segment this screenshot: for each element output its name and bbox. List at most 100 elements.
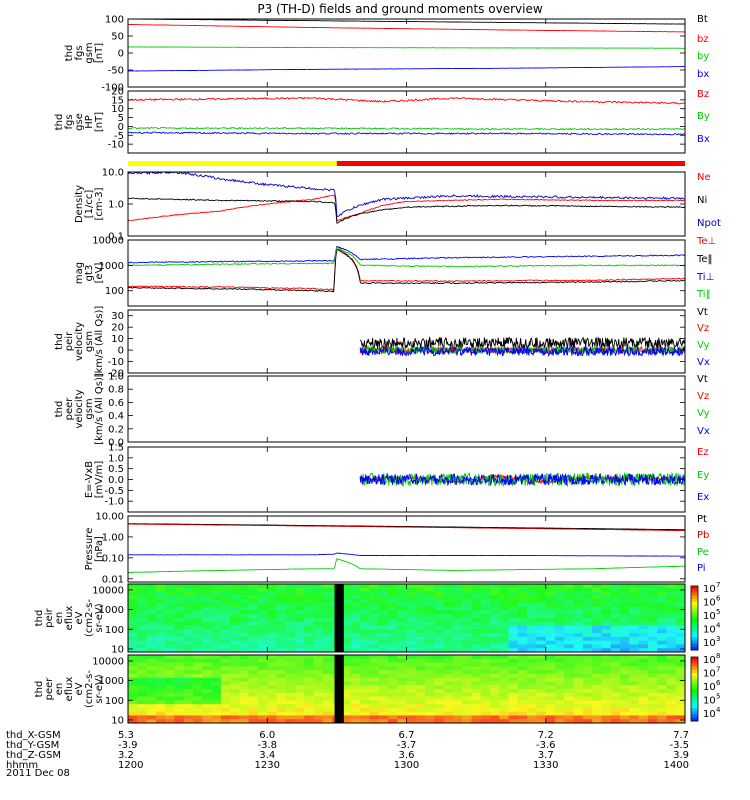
y-axis-label: Density	[74, 185, 85, 223]
y-tick-label: 0.8	[108, 385, 124, 396]
panel-density: Ne Ni Npot 10.0 1.0 0.1 Density [1/cc] [cm-3]	[74, 168, 721, 243]
legend-Vy: Vy	[697, 340, 710, 351]
y-tick-label: 0.5	[108, 464, 124, 475]
y-tick-label: 0.0	[108, 438, 124, 449]
footer-value: 5.3	[118, 730, 134, 741]
legend-By: By	[697, 111, 710, 122]
footer-value: 3.2	[118, 750, 134, 761]
y-tick-label: 0.0	[108, 475, 124, 486]
time-axis-footer: thd_X-GSM 5.3 6.0 6.7 7.2 7.7 thd_Y-GSM -3.9 -3.…	[6, 730, 689, 771]
legend-Ey: Ey	[697, 470, 709, 481]
legend-bx: bx	[697, 69, 709, 80]
series-line-by	[128, 46, 685, 49]
y-axis-label: eV	[74, 682, 85, 695]
panel-frame	[127, 515, 686, 583]
colorbar-label: 10	[703, 655, 716, 666]
y-axis-label: HP	[84, 115, 95, 129]
y-axis-label: [1/cc]	[84, 190, 95, 219]
footer-value: 1330	[533, 760, 558, 771]
y-tick-label: 1.0	[108, 453, 124, 464]
mode-bar	[128, 161, 685, 166]
series-line-Te‖	[128, 249, 685, 293]
series-line-Npot	[128, 172, 685, 217]
y-tick-label: 100	[105, 696, 124, 707]
series-group-temperature	[128, 245, 685, 293]
y-axis-label: E=-VxB	[84, 461, 95, 498]
footer-value: 7.7	[673, 730, 689, 741]
footer-value: -3.6	[536, 740, 556, 751]
legend-Te⊥: Te⊥	[696, 236, 716, 247]
colorbar-label: 10	[703, 709, 716, 720]
series-line-Vt	[359, 336, 685, 351]
legend-Ne: Ne	[697, 172, 711, 183]
y-axis-label: en	[54, 683, 65, 696]
y-axis-label: eflux	[64, 606, 75, 631]
colorbar-exponent: 4	[716, 706, 721, 714]
series-line-Pb	[128, 523, 685, 532]
y-axis-label: thd	[34, 610, 45, 627]
y-axis-label: [nPa]	[94, 536, 105, 562]
y-tick-label: 20	[111, 323, 124, 334]
series-line-Bz	[128, 96, 685, 105]
footer-value: 7.2	[538, 730, 554, 741]
y-tick-label: 10000	[92, 236, 124, 247]
legend-Vz: Vz	[697, 391, 709, 402]
y-axis-label: [mV/m]	[94, 461, 105, 499]
footer-value: 1400	[664, 760, 689, 771]
panel-frame	[127, 239, 686, 307]
colorbar-label: 10	[703, 598, 716, 609]
y-tick-label: -50	[108, 66, 124, 77]
series-line-Pe	[128, 558, 685, 573]
y-tick-label: 1.5	[108, 443, 124, 454]
footer-value: -3.9	[118, 740, 138, 751]
panel-frame	[127, 375, 686, 443]
mode-segment	[336, 161, 685, 166]
legend-Ti‖: Ti‖	[696, 289, 711, 300]
footer-value: 1300	[394, 760, 419, 771]
series-line-Ti⊥	[128, 245, 685, 264]
colorbar-exponent: 3	[716, 635, 720, 643]
y-axis-label: mag	[74, 262, 85, 284]
footer-value: -3.8	[257, 740, 277, 751]
series-group-peir-velocity	[359, 336, 685, 358]
y-axis-label: [eV]	[94, 263, 105, 284]
series-group-fgs-gse	[128, 96, 685, 136]
legend-Npot: Npot	[697, 218, 721, 229]
y-axis-label: thd	[34, 681, 45, 698]
series-group-density	[128, 172, 685, 224]
footer-value: -3.5	[669, 740, 689, 751]
y-axis-label: thd	[54, 401, 65, 418]
series-line-Pi	[128, 552, 685, 557]
footer-value: 6.7	[399, 730, 415, 741]
series-line-By	[128, 126, 685, 131]
panel-e-field: Ez Ey Ex 1.51.00.50.0-0.5-1.0 E=-VxB [mV/m]	[84, 443, 709, 513]
y-axis-label: thd	[64, 45, 75, 62]
legend-Pi: Pi	[697, 563, 706, 574]
y-tick-label: 1.00	[102, 532, 124, 543]
y-tick-label: 1000	[99, 676, 124, 687]
legend-Pt: Pt	[697, 514, 707, 525]
y-tick-label: 10000	[92, 656, 124, 667]
colorbar-exponent: 5	[716, 693, 720, 701]
series-group-e-field	[359, 471, 685, 488]
y-axis-label: sr-eV)	[94, 674, 105, 703]
y-tick-label: 10000	[92, 585, 124, 596]
colorbar-label: 10	[703, 584, 716, 595]
colorbar-label: 10	[703, 625, 716, 636]
colorbar-label: 10	[703, 611, 716, 622]
footer-row-label: thd_X-GSM	[6, 730, 61, 741]
y-axis-label: gsm	[84, 42, 95, 63]
series-line-Ey	[359, 471, 685, 488]
footer-value: 6.0	[259, 730, 275, 741]
colorbar-exponent: 8	[716, 652, 720, 660]
y-axis-label: thd	[54, 333, 65, 350]
colorbar-label: 10	[703, 682, 716, 693]
panel-frame	[127, 309, 686, 374]
colorbar-exponent: 7	[716, 581, 720, 589]
y-tick-label: 0	[118, 346, 124, 357]
y-tick-label: 100	[105, 15, 124, 26]
